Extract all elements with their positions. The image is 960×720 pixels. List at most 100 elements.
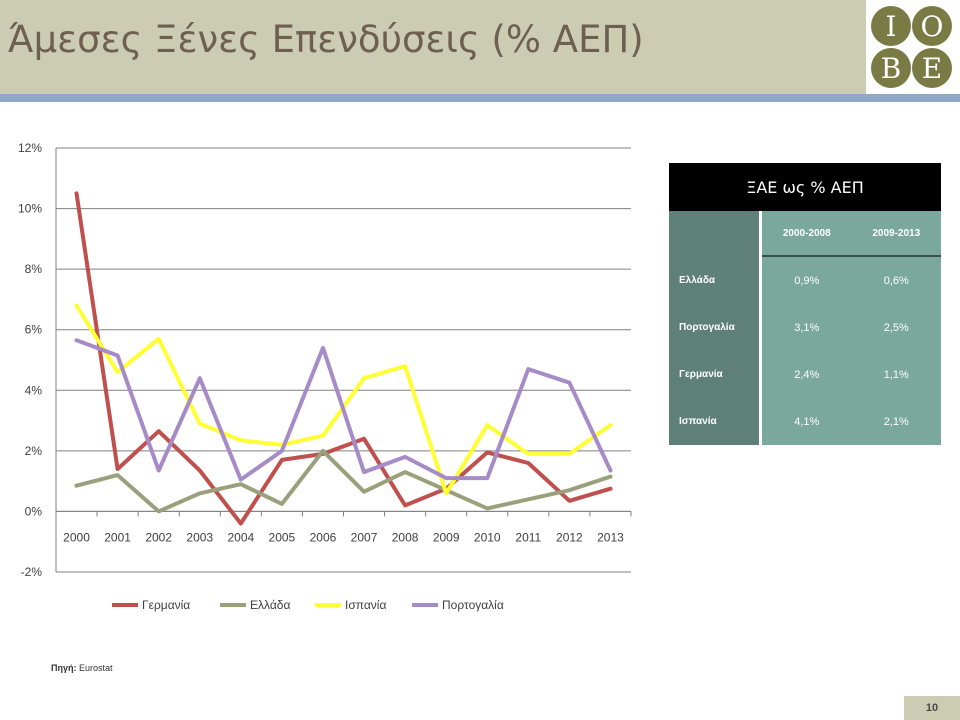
data-point bbox=[116, 467, 120, 471]
logo-letter-o: O bbox=[921, 10, 944, 43]
data-point bbox=[239, 482, 243, 486]
table-row-label: Πορτογαλία bbox=[669, 304, 759, 351]
data-point bbox=[567, 488, 571, 492]
data-point bbox=[280, 449, 284, 453]
data-point bbox=[116, 473, 120, 477]
data-point bbox=[526, 497, 530, 501]
data-point bbox=[608, 469, 612, 473]
x-tick-label: 2005 bbox=[269, 530, 296, 544]
data-point bbox=[567, 499, 571, 503]
data-point bbox=[157, 429, 161, 433]
header-banner: Άμεσες Ξένες Επενδύσεις (% ΑΕΠ) bbox=[0, 0, 866, 94]
data-point bbox=[321, 449, 325, 453]
data-point bbox=[403, 455, 407, 459]
data-point bbox=[198, 376, 202, 380]
table-row-label: Ισπανία bbox=[669, 398, 759, 445]
x-tick-label: 2013 bbox=[597, 530, 624, 544]
y-tick-label: 2% bbox=[25, 444, 43, 458]
table-col-header: 2009-2013 bbox=[851, 211, 941, 257]
y-tick-label: 6% bbox=[25, 323, 43, 337]
data-point bbox=[526, 461, 530, 465]
data-point bbox=[403, 470, 407, 474]
data-point bbox=[239, 478, 243, 482]
x-tick-label: 2009 bbox=[433, 530, 460, 544]
data-point bbox=[485, 450, 489, 454]
data-point bbox=[362, 490, 366, 494]
y-tick-label: 8% bbox=[25, 262, 43, 276]
source-text: Eurostat bbox=[79, 663, 113, 673]
x-tick-label: 2002 bbox=[145, 530, 172, 544]
x-tick-label: 2004 bbox=[227, 530, 254, 544]
data-point bbox=[362, 376, 366, 380]
data-point bbox=[75, 338, 79, 342]
logo-circle-o bbox=[912, 6, 952, 46]
table-col-header: 2000-2008 bbox=[762, 211, 852, 257]
table-corner-cell bbox=[669, 211, 759, 257]
data-point bbox=[567, 452, 571, 456]
series-line bbox=[74, 191, 613, 526]
table-cell: 2,5% bbox=[851, 304, 941, 351]
table-cell: 2,1% bbox=[851, 398, 941, 445]
data-point bbox=[280, 458, 284, 462]
y-tick-label: 0% bbox=[25, 504, 43, 518]
x-tick-label: 2008 bbox=[392, 530, 419, 544]
data-point bbox=[608, 487, 612, 491]
data-point bbox=[526, 452, 530, 456]
logo-letter-e: E bbox=[922, 52, 942, 85]
data-point bbox=[403, 503, 407, 507]
logo-circle-i bbox=[871, 6, 911, 46]
y-tick-label: 4% bbox=[25, 383, 43, 397]
data-point bbox=[280, 502, 284, 506]
data-point bbox=[321, 434, 325, 438]
data-point bbox=[485, 423, 489, 427]
table-cell: 1,1% bbox=[851, 351, 941, 398]
table-row: Πορτογαλία 3,1% 2,5% bbox=[669, 304, 941, 351]
table-row: Γερμανία 2,4% 1,1% bbox=[669, 351, 941, 398]
logo-circle-e bbox=[912, 48, 952, 88]
y-tick-label: 12% bbox=[18, 141, 42, 155]
data-point bbox=[444, 491, 448, 495]
x-tick-label: 2012 bbox=[556, 530, 583, 544]
data-point bbox=[485, 476, 489, 480]
series-line bbox=[74, 338, 613, 482]
legend-label: Πορτογαλία bbox=[442, 598, 504, 612]
y-tick-label: 10% bbox=[18, 202, 42, 216]
logo-letter-b: B bbox=[881, 52, 902, 85]
x-tick-label: 2010 bbox=[474, 530, 501, 544]
logo-letter-i: I bbox=[885, 10, 896, 43]
table-cell: 0,9% bbox=[762, 257, 852, 304]
x-tick-label: 2011 bbox=[515, 530, 541, 544]
source-note: Πηγή: Eurostat bbox=[51, 663, 113, 673]
data-point bbox=[157, 469, 161, 473]
data-point bbox=[198, 491, 202, 495]
page-title: Άμεσες Ξένες Επενδύσεις (% ΑΕΠ) bbox=[8, 18, 644, 61]
data-point bbox=[198, 469, 202, 473]
table-cell: 4,1% bbox=[762, 398, 852, 445]
data-point bbox=[157, 337, 161, 341]
table-row: Ελλάδα 0,9% 0,6% bbox=[669, 257, 941, 304]
data-point bbox=[75, 484, 79, 488]
data-point bbox=[362, 437, 366, 441]
x-tick-label: 2007 bbox=[351, 530, 378, 544]
fdi-summary-table: ΞΑΕ ως % ΑΕΠ 2000-2008 2009-2013 Ελλάδα … bbox=[669, 163, 941, 445]
source-label: Πηγή: bbox=[51, 663, 77, 673]
data-point bbox=[526, 367, 530, 371]
data-point bbox=[362, 470, 366, 474]
data-point bbox=[157, 509, 161, 513]
data-point bbox=[239, 438, 243, 442]
x-tick-label: 2000 bbox=[63, 530, 90, 544]
table-row-label: Γερμανία bbox=[669, 351, 759, 398]
x-tick-label: 2006 bbox=[310, 530, 337, 544]
data-point bbox=[608, 423, 612, 427]
data-point bbox=[198, 422, 202, 426]
page-number: 10 bbox=[904, 696, 960, 720]
logo-circle-b bbox=[871, 48, 911, 88]
table-row-label: Ελλάδα bbox=[669, 257, 759, 304]
iobe-logo: I O B E bbox=[866, 0, 960, 94]
data-point bbox=[75, 303, 79, 307]
table-title: ΞΑΕ ως % ΑΕΠ bbox=[669, 163, 941, 211]
table-cell: 2,4% bbox=[762, 351, 852, 398]
data-point bbox=[444, 476, 448, 480]
data-point bbox=[75, 191, 79, 195]
table-cell: 3,1% bbox=[762, 304, 852, 351]
